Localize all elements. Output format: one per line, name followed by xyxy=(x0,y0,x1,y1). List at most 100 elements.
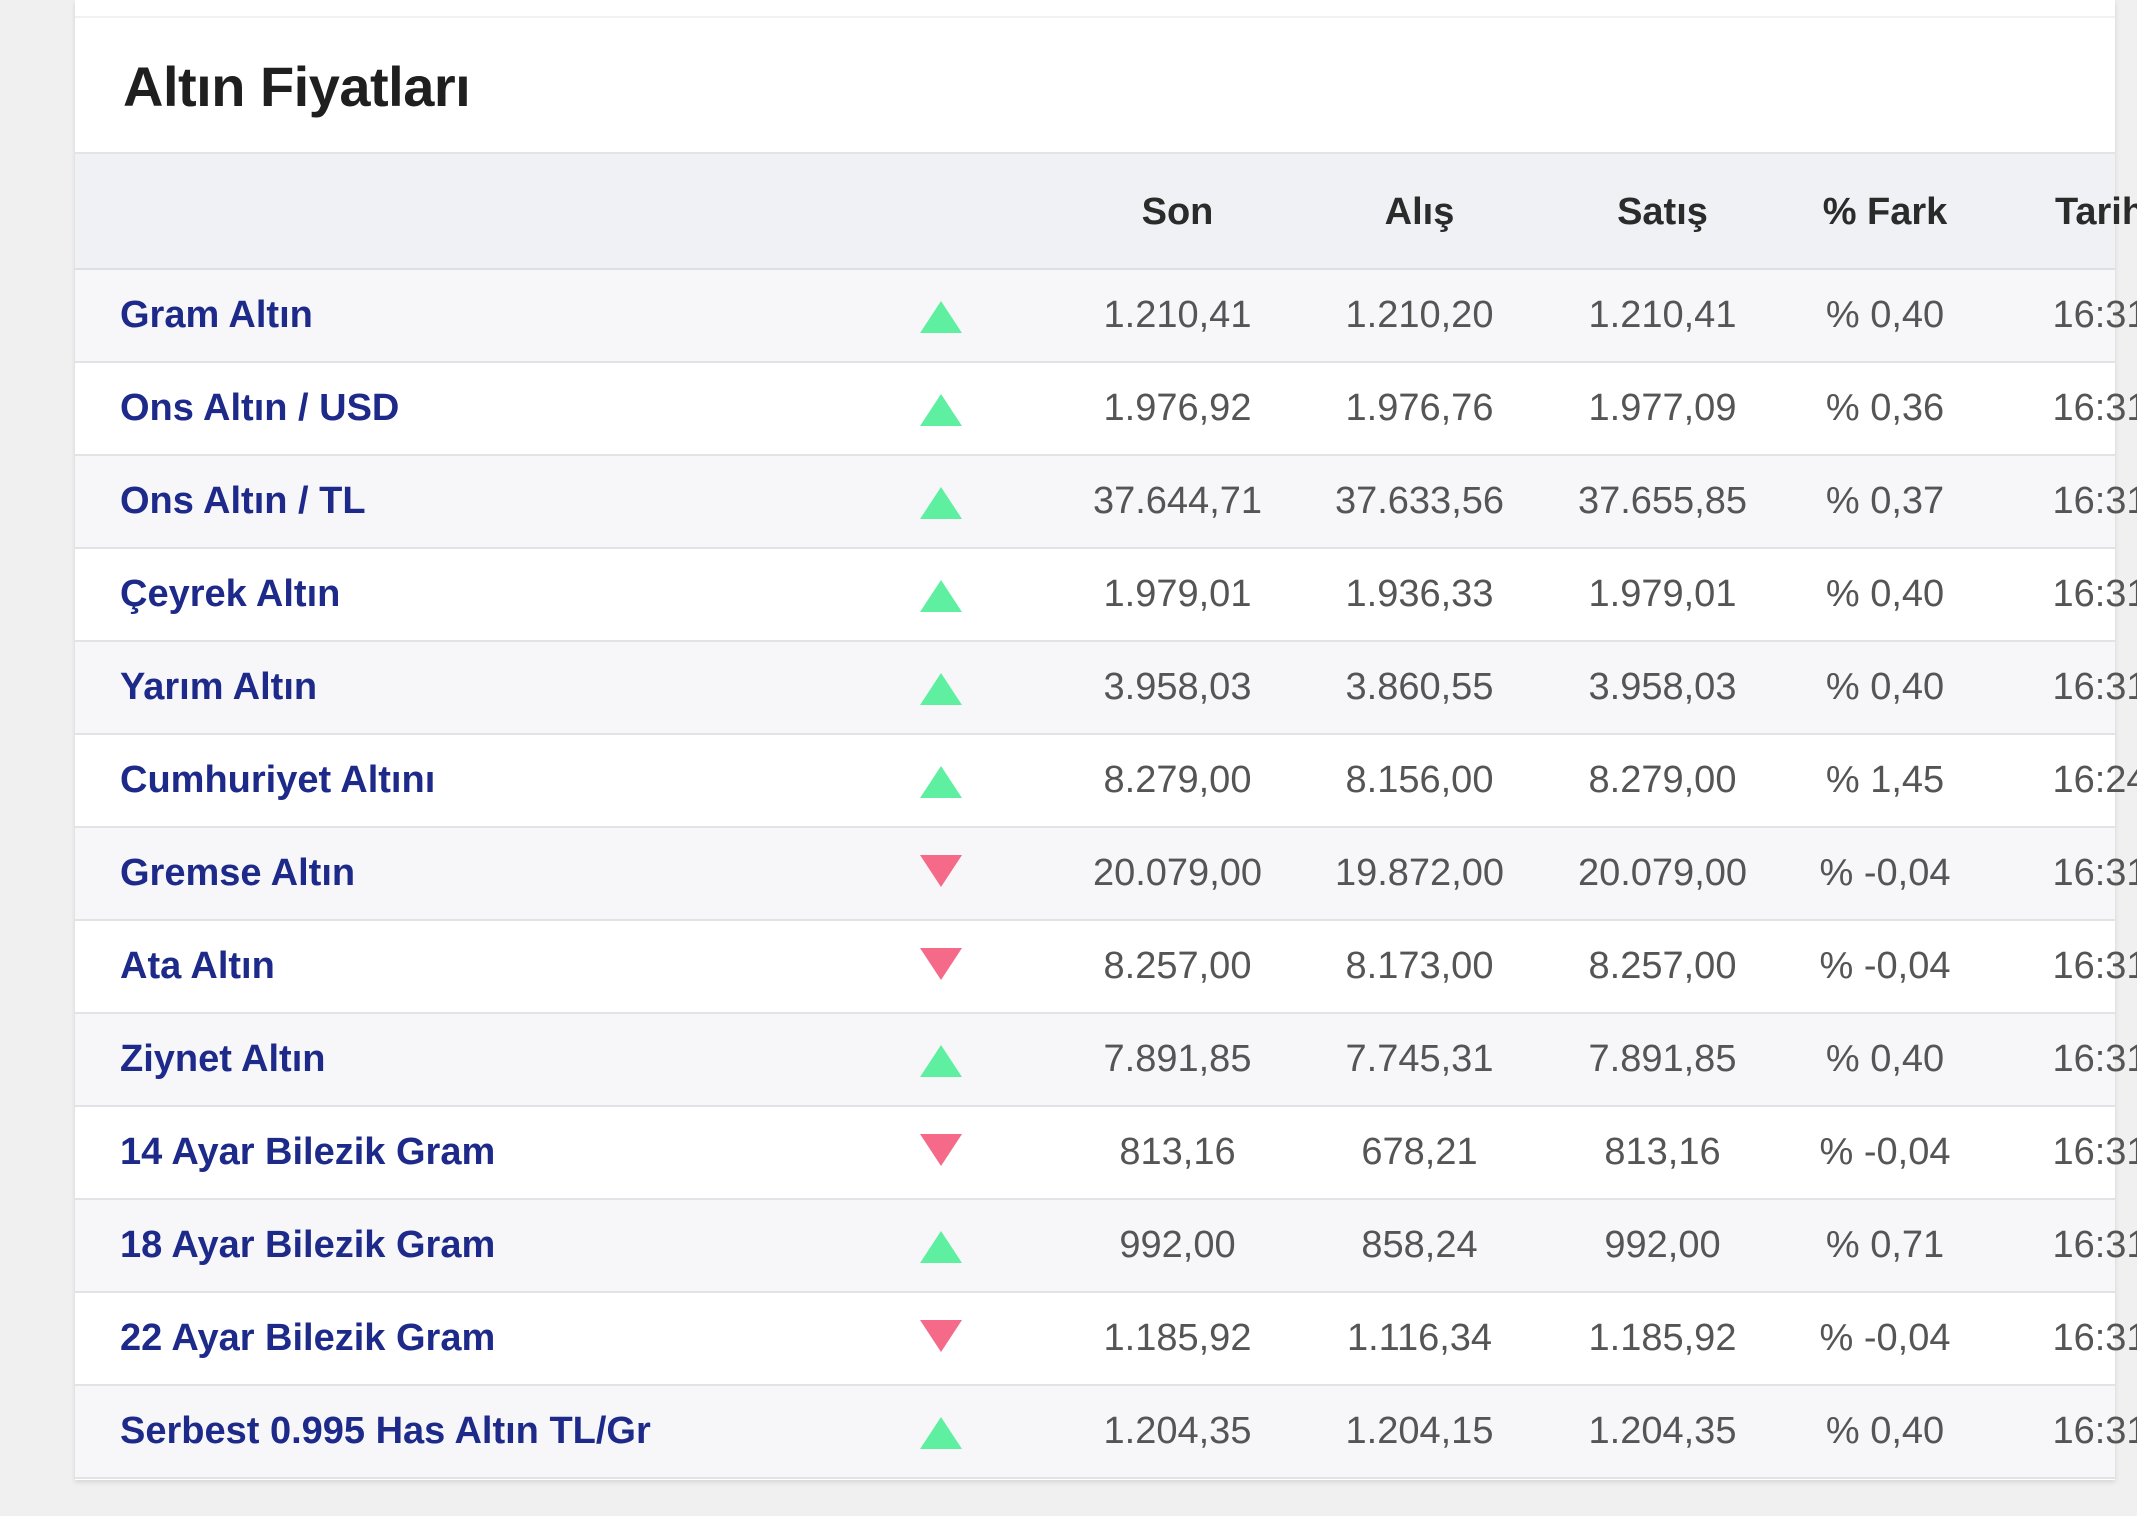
gold-name-link[interactable]: Çeyrek Altın xyxy=(120,573,341,615)
gold-name-link[interactable]: Ziynet Altın xyxy=(120,1038,326,1080)
fark-value: % -0,04 xyxy=(1819,852,1951,894)
tarih-value: 16:31 xyxy=(2052,480,2137,522)
table-row[interactable]: Ons Altın / USD 1.976,92 1.976,76 1.977,09%… xyxy=(75,363,2137,456)
table-row[interactable]: Yarım Altın 3.958,03 3.860,55 3.958,03 % 0,4… xyxy=(75,642,2137,735)
fark-value: % 0,40 xyxy=(1825,294,1945,336)
fark-value: % 0,40 xyxy=(1825,1038,1945,1080)
tarih-value: 16:31 xyxy=(2052,852,2137,894)
tarih-value: 16:31 xyxy=(2052,573,2137,615)
son-value: 1.979,01 xyxy=(1103,573,1252,615)
gold-prices-table: Son Alış Satış % Fark Tarih Gram Altın 1.… xyxy=(75,152,2137,1479)
gold-name-link[interactable]: Ata Altın xyxy=(120,945,275,987)
card-top-divider xyxy=(75,0,2115,18)
trend-cell xyxy=(905,456,965,547)
alis-value: 1.116,34 xyxy=(1346,1317,1493,1359)
arrow-down-icon xyxy=(920,1320,962,1352)
gold-name-link[interactable]: Serbest 0.995 Has Altın TL/Gr xyxy=(120,1410,651,1452)
satis-value: 1.979,01 xyxy=(1588,573,1737,615)
gold-name-link[interactable]: Ons Altın / USD xyxy=(120,387,400,429)
satis-value: 1.204,35 xyxy=(1588,1410,1737,1452)
satis-value: 992,00 xyxy=(1604,1224,1721,1266)
arrow-down-icon xyxy=(920,855,962,887)
header-satis[interactable]: Satış xyxy=(1617,191,1708,233)
table-row[interactable]: Gram Altın 1.210,41 1.210,20 1.210,41 % 0,40… xyxy=(75,270,2137,363)
table-row[interactable]: Ons Altın / TL 37.644,71 37.633,56 37.655,8… xyxy=(75,456,2137,549)
alis-value: 37.633,56 xyxy=(1334,480,1505,522)
gold-name-link[interactable]: Gremse Altın xyxy=(120,852,356,894)
son-value: 7.891,85 xyxy=(1103,1038,1252,1080)
table-row[interactable]: Cumhuriyet Altını 8.279,00 8.156,00 8.279,0… xyxy=(75,735,2137,828)
trend-cell xyxy=(905,549,965,640)
header-son[interactable]: Son xyxy=(1141,191,1214,233)
header-fark[interactable]: % Fark xyxy=(1822,191,1948,233)
alis-value: 1.204,15 xyxy=(1345,1410,1494,1452)
gold-name-link[interactable]: Ons Altın / TL xyxy=(120,480,366,522)
table-row[interactable]: Çeyrek Altın 1.979,01 1.936,33 1.979,01 % 0,… xyxy=(75,549,2137,642)
table-row[interactable]: Ata Altın 8.257,00 8.173,00 8.257,00 % -0,04… xyxy=(75,921,2137,1014)
fark-value: % 0,71 xyxy=(1825,1224,1945,1266)
alis-value: 3.860,55 xyxy=(1345,666,1494,708)
satis-value: 20.079,00 xyxy=(1577,852,1748,894)
fark-value: % 0,36 xyxy=(1825,387,1945,429)
table-row[interactable]: Gremse Altın 20.079,00 19.872,00 20.079,00%… xyxy=(75,828,2137,921)
arrow-down-icon xyxy=(920,1134,962,1166)
table-row[interactable]: 22 Ayar Bilezik Gram 1.185,92 1.116,34 1.18… xyxy=(75,1293,2137,1386)
gold-name-link[interactable]: Gram Altın xyxy=(120,294,313,336)
fark-value: % 0,40 xyxy=(1825,573,1945,615)
son-value: 8.279,00 xyxy=(1103,759,1252,801)
tarih-value: 16:31 xyxy=(2052,666,2137,708)
table-header: Son Alış Satış % Fark Tarih xyxy=(75,152,2137,270)
tarih-value: 16:31 xyxy=(2052,1131,2137,1173)
trend-cell xyxy=(905,828,965,919)
trend-cell xyxy=(905,735,965,826)
fark-value: % 0,37 xyxy=(1825,480,1945,522)
arrow-up-icon xyxy=(920,580,962,612)
son-value: 3.958,03 xyxy=(1103,666,1252,708)
arrow-up-icon xyxy=(920,1045,962,1077)
arrow-up-icon xyxy=(920,1417,962,1449)
gold-name-link[interactable]: Cumhuriyet Altını xyxy=(120,759,436,801)
tarih-value: 16:31 xyxy=(2052,1224,2137,1266)
fark-value: % -0,04 xyxy=(1819,1317,1951,1359)
fark-value: % -0,04 xyxy=(1819,945,1951,987)
son-value: 1.976,92 xyxy=(1103,387,1252,429)
satis-value: 8.279,00 xyxy=(1588,759,1737,801)
gold-name-link[interactable]: 22 Ayar Bilezik Gram xyxy=(120,1317,496,1359)
fark-value: % 1,45 xyxy=(1825,759,1945,801)
table-row[interactable]: Serbest 0.995 Has Altın TL/Gr 1.204,35 1.2… xyxy=(75,1386,2137,1479)
gold-name-link[interactable]: 14 Ayar Bilezik Gram xyxy=(120,1131,496,1173)
son-value: 1.204,35 xyxy=(1103,1410,1252,1452)
gold-name-link[interactable]: Yarım Altın xyxy=(120,666,318,708)
son-value: 20.079,00 xyxy=(1092,852,1263,894)
son-value: 992,00 xyxy=(1119,1224,1236,1266)
arrow-up-icon xyxy=(920,766,962,798)
table-row[interactable]: 18 Ayar Bilezik Gram 992,00 858,24 992,00 % … xyxy=(75,1200,2137,1293)
table-row[interactable]: 14 Ayar Bilezik Gram 813,16 678,21 813,16 % … xyxy=(75,1107,2137,1200)
fark-value: % 0,40 xyxy=(1825,666,1945,708)
satis-value: 1.977,09 xyxy=(1588,387,1737,429)
satis-value: 7.891,85 xyxy=(1588,1038,1737,1080)
table-row[interactable]: Ziynet Altın 7.891,85 7.745,31 7.891,85 % 0,… xyxy=(75,1014,2137,1107)
son-value: 1.210,41 xyxy=(1103,294,1252,336)
alis-value: 858,24 xyxy=(1361,1224,1478,1266)
fark-value: % -0,04 xyxy=(1819,1131,1951,1173)
tarih-value: 16:31 xyxy=(2052,1317,2137,1359)
fark-value: % 0,40 xyxy=(1825,1410,1945,1452)
header-tarih[interactable]: Tarih xyxy=(2054,191,2137,233)
son-value: 813,16 xyxy=(1119,1131,1236,1173)
arrow-up-icon xyxy=(920,394,962,426)
alis-value: 8.156,00 xyxy=(1345,759,1494,801)
gold-name-link[interactable]: 18 Ayar Bilezik Gram xyxy=(120,1224,496,1266)
satis-value: 1.210,41 xyxy=(1588,294,1737,336)
tarih-value: 16:24 xyxy=(2052,759,2137,801)
arrow-up-icon xyxy=(920,487,962,519)
trend-cell xyxy=(905,270,965,361)
alis-value: 678,21 xyxy=(1361,1131,1478,1173)
satis-value: 3.958,03 xyxy=(1588,666,1737,708)
tarih-value: 16:31 xyxy=(2052,1410,2137,1452)
trend-cell xyxy=(905,1107,965,1198)
alis-value: 1.210,20 xyxy=(1345,294,1494,336)
header-alis[interactable]: Alış xyxy=(1384,191,1455,233)
alis-value: 1.936,33 xyxy=(1345,573,1494,615)
satis-value: 1.185,92 xyxy=(1588,1317,1737,1359)
